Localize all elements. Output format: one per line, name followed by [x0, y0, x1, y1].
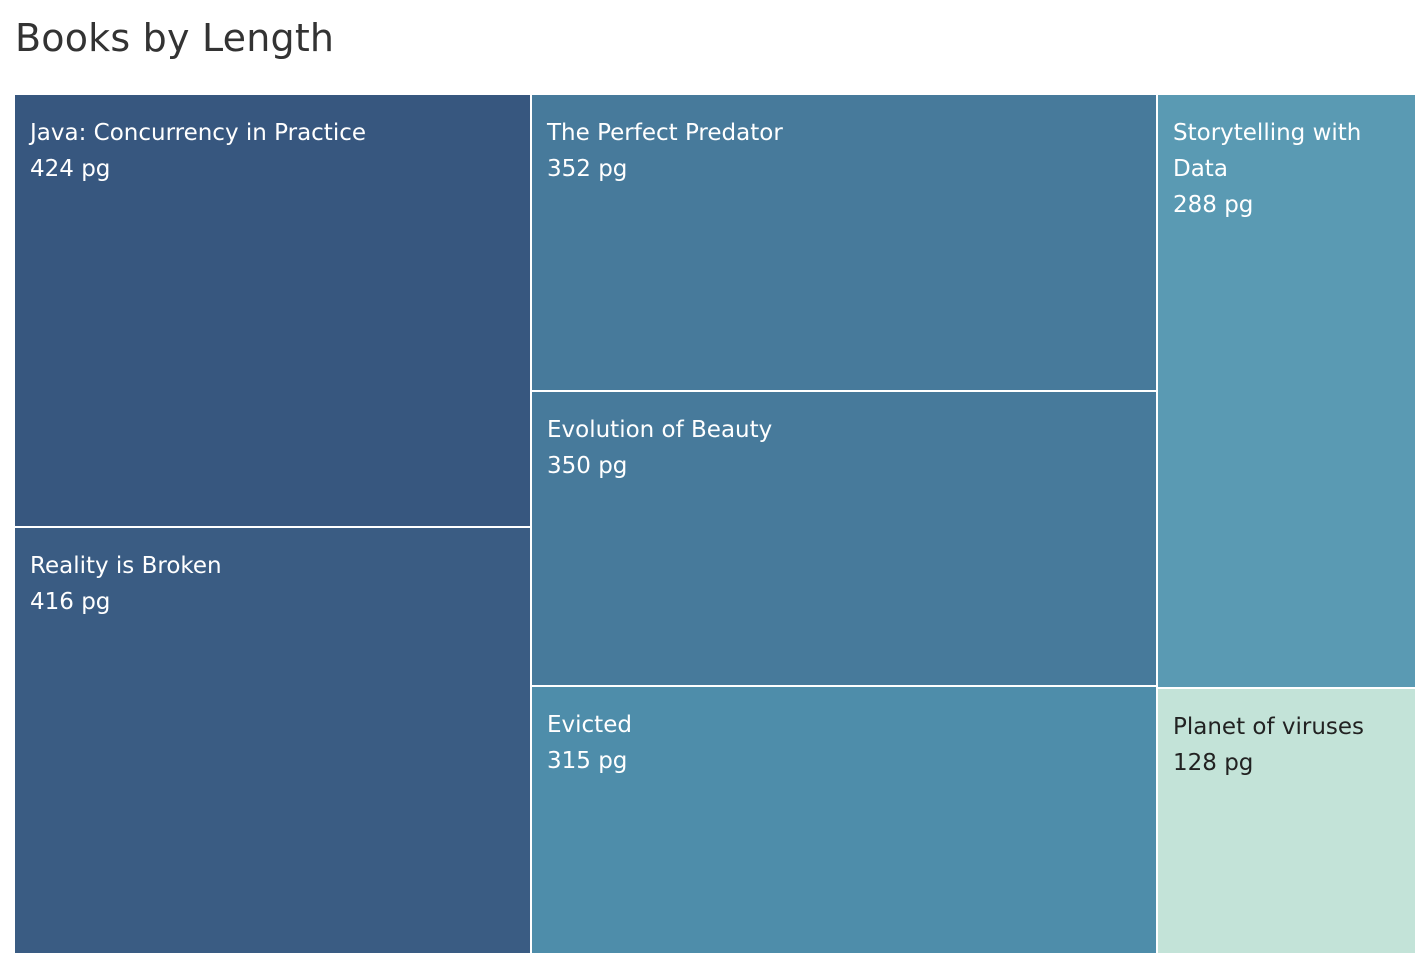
- tile-label: Evolution of Beauty: [547, 417, 773, 443]
- treemap-tile[interactable]: Java: Concurrency in Practice 424 pg: [15, 95, 530, 526]
- treemap-tile[interactable]: Planet of viruses 128 pg: [1158, 689, 1415, 953]
- tile-label: Evicted: [547, 712, 632, 738]
- tile-label: Planet of viruses: [1173, 714, 1365, 740]
- tile-value: 350 pg: [547, 453, 628, 479]
- treemap-tile[interactable]: The Perfect Predator 352 pg: [532, 95, 1156, 390]
- tile-value: 352 pg: [547, 156, 628, 182]
- chart-title: Books by Length: [15, 16, 335, 60]
- treemap-tile[interactable]: Storytelling with Data 288 pg: [1158, 95, 1415, 687]
- tile-value: 416 pg: [30, 589, 111, 615]
- tile-value: 315 pg: [547, 748, 628, 774]
- treemap-tile[interactable]: Evolution of Beauty 350 pg: [532, 392, 1156, 685]
- tile-label: Reality is Broken: [30, 553, 222, 579]
- tile-label: Java: Concurrency in Practice: [30, 120, 367, 146]
- tile-value: 288 pg: [1173, 192, 1254, 218]
- treemap-tile[interactable]: Evicted 315 pg: [532, 687, 1156, 953]
- treemap: Java: Concurrency in Practice 424 pg Reali…: [15, 95, 1415, 953]
- treemap-tile[interactable]: Reality is Broken 416 pg: [15, 528, 530, 953]
- tile-value: 424 pg: [30, 156, 111, 182]
- tile-value: 128 pg: [1173, 750, 1254, 776]
- tile-label: Storytelling with Data: [1173, 120, 1362, 182]
- tile-label: The Perfect Predator: [547, 120, 783, 146]
